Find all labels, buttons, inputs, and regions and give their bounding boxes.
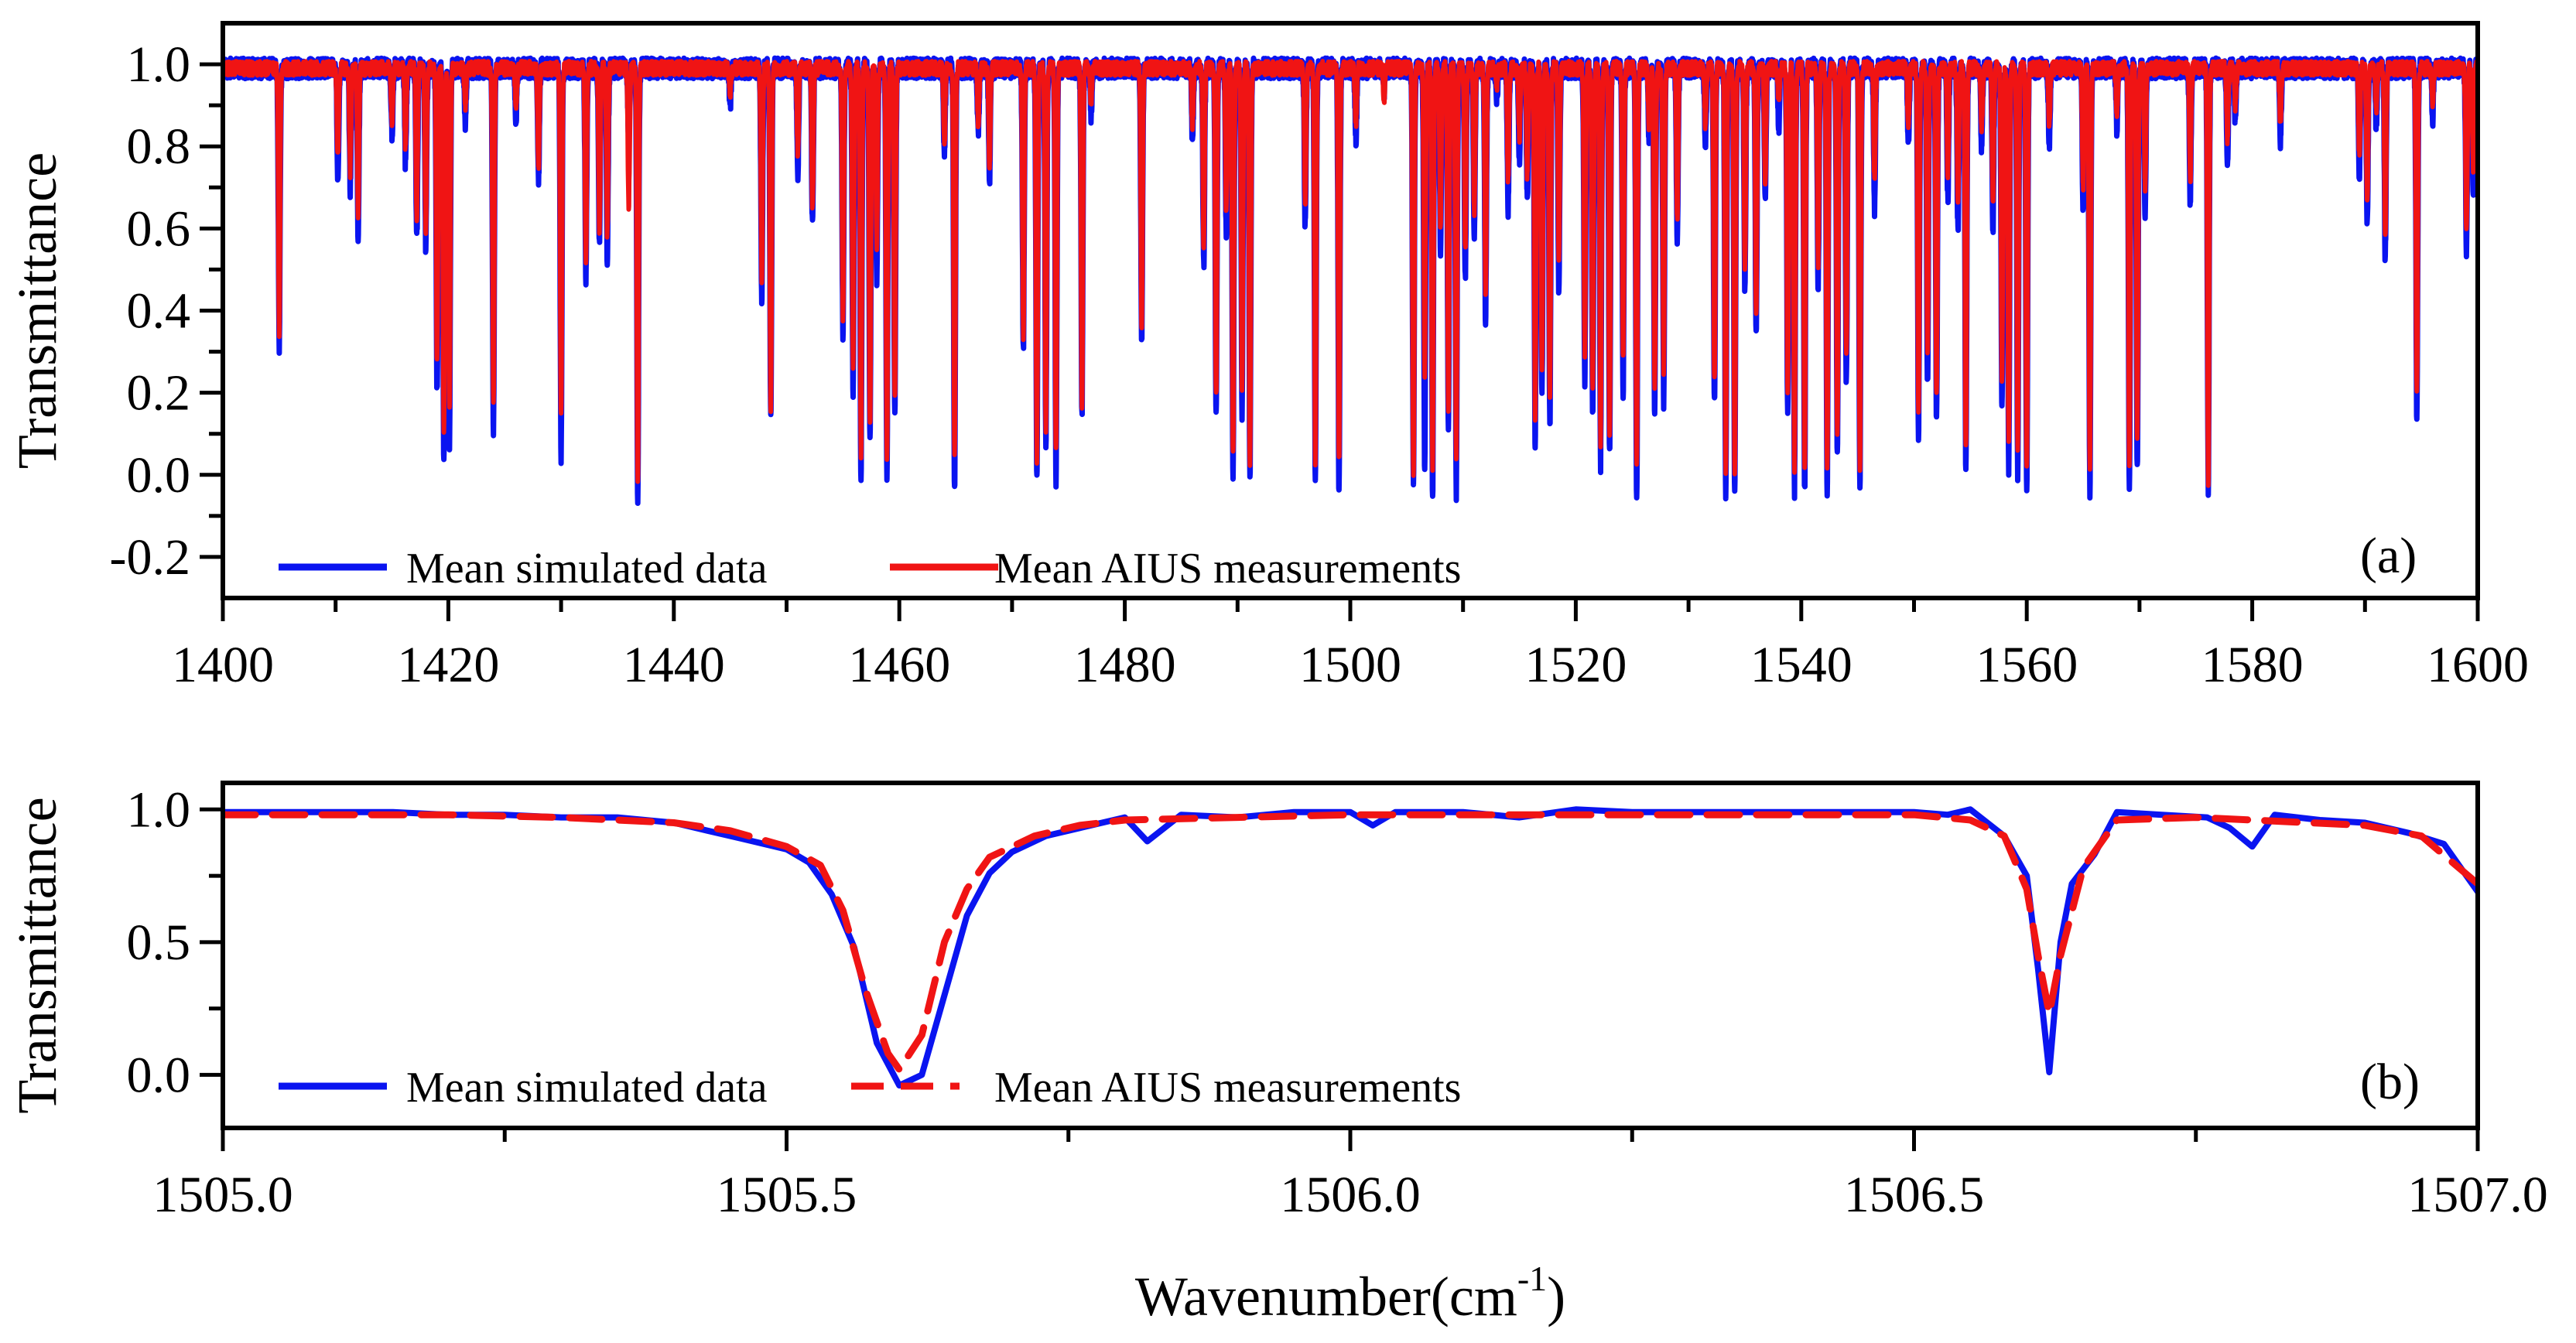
x-tick-label: 1507.0 [2407, 1167, 2548, 1223]
x-tick-label: 1506.5 [1844, 1167, 1985, 1223]
y-tick-label: 0.2 [127, 365, 191, 422]
x-tick-label: 1505.0 [152, 1167, 293, 1223]
legend-label-measured: Mean AIUS measurements [994, 1064, 1461, 1112]
x-axis-title-end: ) [1547, 1266, 1565, 1328]
x-tick-label: 1520 [1524, 637, 1627, 693]
legend-label-simulated: Mean simulated data [406, 1064, 768, 1112]
x-tick-label: 1500 [1299, 637, 1401, 693]
plot-area [223, 55, 2478, 506]
x-axis-title: Wavenumber(cm-1) [1135, 1259, 1565, 1328]
y-tick-label: 0.0 [127, 1047, 191, 1103]
y-axis-title: Transmittance [6, 797, 68, 1113]
series-line-measured [223, 811, 2478, 1073]
y-tick-label: 0.0 [127, 447, 191, 504]
x-tick-label: 1460 [848, 637, 950, 693]
x-tick-label: 1400 [172, 637, 274, 693]
panel-a: 1400 1420 1440 1460 1480 1500 1520 1540 1560 1580… [6, 21, 2529, 693]
x-tick-label: 1580 [2201, 637, 2304, 693]
y-tick-label: 0.6 [127, 200, 191, 257]
panel-letter: (a) [2360, 528, 2417, 584]
legend-label-measured: Mean AIUS measurements [994, 545, 1461, 593]
panel-b: 1505.0 1505.5 1506.0 1506.5 1507.0 0.0 0.5 1.0 T… [6, 781, 2548, 1328]
plot-area [223, 806, 2478, 1089]
series-line-measured [223, 59, 2478, 488]
y-tick-label: 1.0 [127, 36, 191, 93]
y-tick-label: 0.8 [127, 118, 191, 175]
x-tick-label: 1560 [1976, 637, 2078, 693]
series-line-simulated [223, 806, 2478, 1089]
x-tick-label: 1505.5 [717, 1167, 857, 1223]
y-tick-label: -0.2 [110, 529, 190, 586]
y-tick-label: 1.0 [127, 781, 191, 838]
panel-letter: (b) [2360, 1054, 2420, 1110]
x-tick-label: 1440 [623, 637, 725, 693]
x-axis-title-main: Wavenumber(cm [1135, 1266, 1517, 1328]
legend-label-simulated: Mean simulated data [406, 545, 768, 593]
x-axis-title-sup: -1 [1517, 1259, 1547, 1298]
x-tick-label: 1506.0 [1280, 1167, 1421, 1223]
y-tick-label: 0.5 [127, 914, 191, 971]
y-tick-label: 0.4 [127, 283, 191, 340]
x-tick-label: 1480 [1074, 637, 1176, 693]
x-tick-label: 1540 [1750, 637, 1852, 693]
y-axis-title: Transmittance [6, 152, 68, 469]
x-tick-label: 1600 [2427, 637, 2529, 693]
x-tick-label: 1420 [397, 637, 499, 693]
